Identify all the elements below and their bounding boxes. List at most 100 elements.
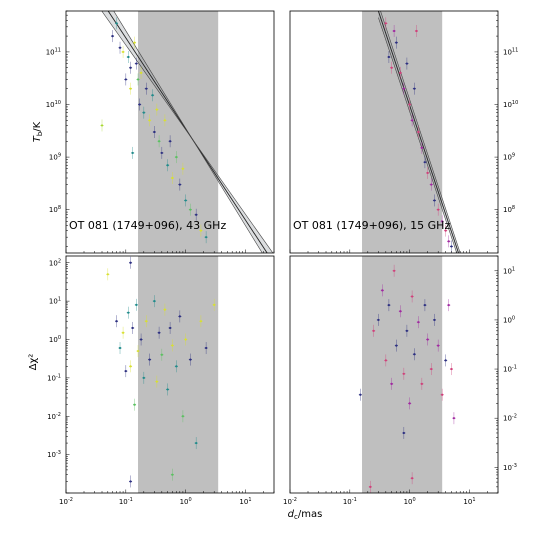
data-point (368, 480, 372, 493)
data-point (204, 231, 208, 244)
data-point (402, 426, 406, 439)
data-point (170, 468, 174, 481)
data-point (129, 475, 133, 488)
data-point (118, 342, 122, 355)
data-point (390, 61, 394, 74)
x-tick-label: 10-2 (59, 497, 73, 506)
data-point (155, 375, 159, 388)
x-tick-label: 101 (463, 497, 475, 506)
data-point (394, 339, 398, 352)
data-point (410, 472, 414, 485)
data-point (410, 290, 414, 303)
x-tick-label: 101 (239, 497, 251, 506)
fit-line (107, 11, 268, 253)
data-point (115, 17, 119, 30)
data-point (134, 298, 138, 311)
y-tick-label: 101 (503, 266, 515, 275)
data-point (358, 388, 362, 401)
data-point (408, 397, 412, 410)
data-point (440, 388, 444, 401)
data-point (194, 437, 198, 450)
data-point (160, 348, 164, 361)
data-point (452, 412, 456, 425)
data-point (420, 141, 424, 154)
data-point (416, 126, 420, 138)
panel-chi-43: 10-2 10-1 100 101 10-3 10-2 10-1 100 101 102 (47, 255, 275, 506)
y-tick-label: 101 (49, 297, 61, 306)
data-point (426, 166, 430, 179)
fit-line (377, 11, 459, 253)
axes-frame (65, 255, 275, 494)
data-point (181, 162, 185, 175)
data-point (380, 284, 384, 297)
data-point (444, 354, 448, 367)
data-point (376, 313, 380, 326)
data-point (392, 264, 396, 277)
data-point (151, 89, 155, 102)
data-point (115, 315, 119, 328)
data-point (124, 365, 128, 378)
data-point (199, 224, 203, 237)
data-point (181, 410, 185, 423)
data-point (121, 45, 125, 58)
data-point (188, 203, 192, 216)
data-point (126, 51, 130, 64)
fit-line (378, 17, 458, 253)
data-point (157, 326, 161, 339)
fit-line (113, 11, 263, 253)
data-point (436, 203, 440, 216)
data-point (157, 135, 161, 148)
y-tick-label: 1010 (503, 100, 518, 109)
panel-label: OT 081 (1749+096), 15 GHz (293, 219, 450, 232)
data-point (429, 363, 433, 376)
data-point (144, 82, 148, 95)
data-point (129, 360, 133, 373)
data-point (410, 114, 414, 127)
data-point (398, 305, 402, 318)
data-point (405, 324, 409, 337)
data-point (414, 24, 418, 37)
data-point (402, 82, 406, 95)
data-point (412, 348, 416, 361)
data-point (178, 178, 182, 191)
data-point (178, 310, 182, 323)
data-point (384, 17, 388, 30)
data-point (184, 333, 188, 346)
data-point (394, 36, 398, 49)
y-tick-label: 102 (49, 258, 61, 267)
data-point (129, 256, 133, 269)
data-point (170, 339, 174, 352)
axes-frame (289, 255, 499, 494)
data-point (142, 371, 146, 384)
panel-tb-43: 108 109 1010 1011 OT 081 (1749+096), 43 GHz (46, 10, 275, 254)
data-point (129, 82, 133, 95)
data-point (166, 383, 170, 396)
y-tick-label: 100 (49, 335, 61, 344)
data-point (412, 82, 416, 95)
data-point (142, 106, 146, 119)
data-point (111, 30, 115, 43)
data-point (168, 321, 172, 334)
data-point (133, 36, 137, 49)
ylabel-chi: Δχ² (28, 354, 39, 371)
data-point (188, 353, 192, 366)
y-tick-label: 109 (49, 153, 61, 162)
data-point (138, 98, 142, 111)
data-point (155, 103, 159, 116)
data-point (163, 303, 167, 316)
y-tick-label: 1011 (46, 47, 61, 56)
data-point (144, 315, 148, 328)
data-point (131, 146, 135, 159)
y-tick-label: 1010 (46, 100, 61, 109)
data-point (168, 135, 172, 148)
data-point (136, 73, 140, 86)
panel-tb-15: 108 109 1010 1011 OT 081 (1749+096), 15 GHz (289, 10, 518, 254)
y-tick-label: 10-1 (503, 365, 517, 374)
data-point (124, 73, 128, 86)
data-point (204, 342, 208, 355)
data-point (387, 51, 391, 64)
x-tick-label: 10-1 (343, 497, 357, 506)
data-point (444, 224, 448, 237)
data-point (194, 208, 198, 221)
panel-label: OT 081 (1749+096), 43 GHz (69, 219, 226, 232)
